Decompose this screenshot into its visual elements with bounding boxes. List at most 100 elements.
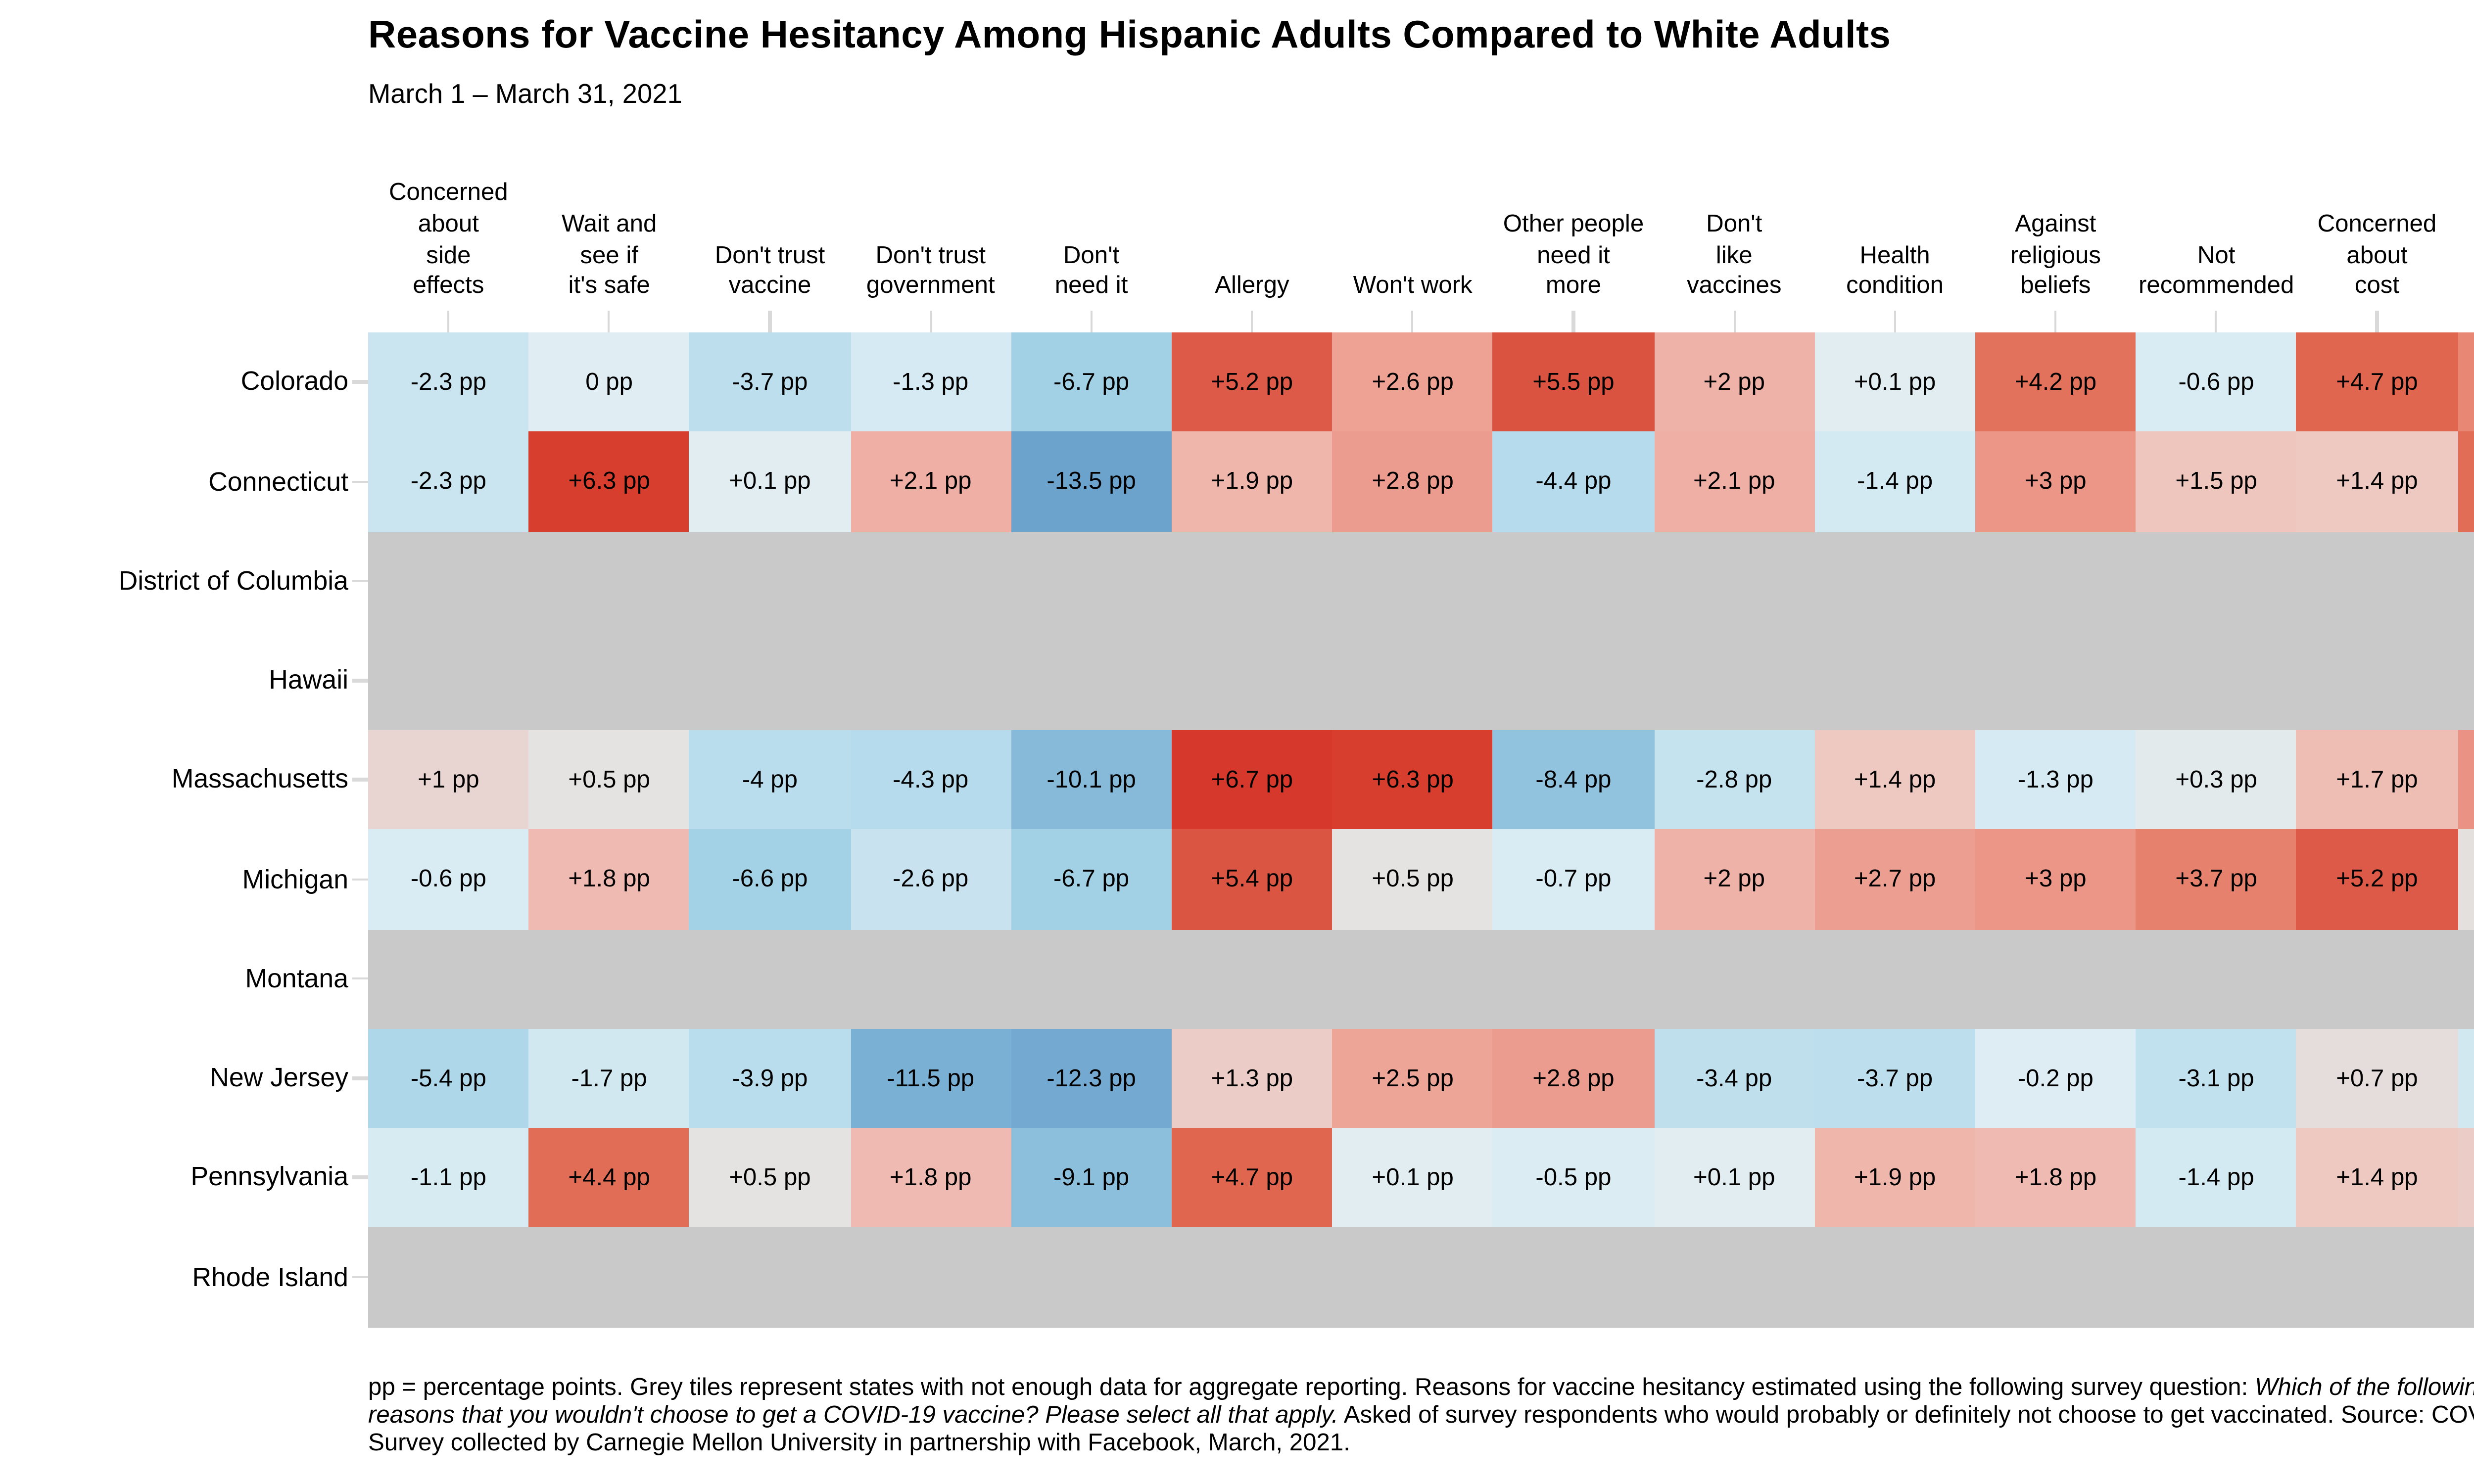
heatmap-cell: -11.5 pp — [850, 1028, 1011, 1128]
column-tick — [2054, 311, 2057, 332]
chart-title: Reasons for Vaccine Hesitancy Among Hisp… — [368, 14, 1891, 57]
cell-value: -13.5 pp — [1047, 467, 1136, 496]
cell-value: +4.4 pp — [568, 1163, 650, 1192]
heatmap-cell: -3.7 pp — [689, 332, 851, 432]
heatmap-cell: +2.6 pp — [1332, 332, 1493, 432]
column-header-11: Against religious beliefs — [2010, 209, 2101, 300]
heatmap-cell: -1.3 pp — [850, 332, 1011, 432]
row-tick-left — [352, 1275, 368, 1279]
column-tick — [768, 311, 771, 332]
row-tick-left — [352, 679, 368, 682]
heatmap-cell: +0.1 pp — [689, 432, 851, 531]
heatmap-cell: +5.2 pp — [1172, 332, 1332, 432]
heatmap-cell — [368, 1227, 529, 1327]
column-header-7: Won't work — [1353, 272, 1473, 300]
heatmap-cell: +4.4 pp — [528, 1128, 690, 1227]
row-tick-left — [352, 977, 368, 980]
row-tick-left — [352, 778, 368, 782]
state-label-pennsylvania: Pennsylvania — [190, 1162, 348, 1192]
cell-value: +4.7 pp — [1211, 1163, 1293, 1192]
heatmap-cell: +6.3 pp — [528, 432, 690, 531]
heatmap-cell: -3.4 pp — [1654, 1028, 1815, 1128]
heatmap-cell — [1332, 531, 1493, 631]
cell-value: +0.7 pp — [2336, 1064, 2418, 1092]
cell-value: +0.3 pp — [2175, 766, 2257, 794]
heatmap-cell — [368, 929, 529, 1028]
footnote-survey-question: Which of the following, if any, are reas… — [368, 1373, 2474, 1429]
heatmap-cell — [1975, 929, 2136, 1028]
heatmap-cell: +3 pp — [1975, 432, 2136, 531]
heatmap-cell: -2.8 pp — [1654, 730, 1815, 830]
heatmap-cell — [2136, 1227, 2297, 1327]
heatmap-cell: -1.1 pp — [368, 1128, 529, 1227]
cell-value: +2.5 pp — [1372, 1064, 1454, 1092]
heatmap-cell: +3.5 pp — [2457, 332, 2474, 432]
heatmap-cell: +2 pp — [1654, 332, 1815, 432]
cell-value: -12.3 pp — [1047, 1064, 1136, 1092]
heatmap-cell — [1172, 929, 1332, 1028]
cell-value: +2.7 pp — [1854, 865, 1936, 893]
heatmap-cell — [2296, 631, 2458, 730]
cell-value: +1.9 pp — [1211, 467, 1293, 496]
heatmap-cell — [2457, 631, 2474, 730]
heatmap-cell — [1011, 531, 1172, 631]
heatmap-cell — [2457, 929, 2474, 1028]
heatmap-cell — [689, 531, 851, 631]
heatmap-cell: -10.1 pp — [1011, 730, 1172, 830]
heatmap-cell: +6.7 pp — [1172, 730, 1332, 830]
cell-value: -9.1 pp — [1053, 1163, 1130, 1192]
heatmap-cell: -12.3 pp — [1011, 1028, 1172, 1128]
heatmap-cell: -4.4 pp — [1493, 432, 1654, 531]
cell-value: +0.1 pp — [729, 467, 811, 496]
cell-value: +2 pp — [1703, 368, 1765, 396]
heatmap-cell: +2.5 pp — [1332, 1028, 1493, 1128]
cell-value: -1.4 pp — [2178, 1163, 2254, 1192]
heatmap-cell — [1654, 1227, 1815, 1327]
heatmap-cell — [850, 531, 1011, 631]
heatmap-cell — [528, 531, 690, 631]
cell-value: +4.7 pp — [2336, 368, 2418, 396]
heatmap-cell: +5.4 pp — [1172, 830, 1332, 929]
heatmap-cell — [368, 531, 529, 631]
heatmap-cell — [1332, 631, 1493, 730]
heatmap-cell: -6.6 pp — [689, 830, 851, 929]
heatmap-cell — [1493, 929, 1654, 1028]
heatmap-cell: +1.3 pp — [1172, 1028, 1332, 1128]
heatmap-cell: +1.9 pp — [1814, 1128, 1975, 1227]
cell-value: 0 pp — [585, 368, 633, 396]
heatmap-cell: +1.8 pp — [1975, 1128, 2136, 1227]
column-tick — [1733, 311, 1736, 332]
state-label-hawaii: Hawaii — [269, 665, 348, 695]
heatmap-cell — [2136, 631, 2297, 730]
heatmap-cell — [1814, 1227, 1975, 1327]
heatmap-cell: +1.4 pp — [2296, 432, 2458, 531]
heatmap-cell: +1.4 pp — [1814, 730, 1975, 830]
heatmap-cell: -2.3 pp — [368, 332, 529, 432]
cell-value: -0.6 pp — [410, 865, 486, 893]
column-tick — [2215, 311, 2218, 332]
cell-value: +5.2 pp — [2336, 865, 2418, 893]
heatmap-cell: +1.9 pp — [1172, 432, 1332, 531]
cell-value: -2.8 pp — [1696, 766, 1772, 794]
heatmap-cell — [689, 1227, 851, 1327]
heatmap-cell: -0.2 pp — [1975, 1028, 2136, 1128]
cell-value: +6.7 pp — [1211, 766, 1293, 794]
row-tick-left — [352, 480, 368, 483]
row-tick-left — [352, 1176, 368, 1179]
state-label-rhode-island: Rhode Island — [192, 1261, 348, 1292]
cell-value: +1.4 pp — [1854, 766, 1936, 794]
heatmap-cell: -2.3 pp — [368, 432, 529, 531]
heatmap-cell — [1332, 929, 1493, 1028]
heatmap-cell: -9.1 pp — [1011, 1128, 1172, 1227]
heatmap-cell: -3.9 pp — [689, 1028, 851, 1128]
heatmap-cell: +1.3 pp — [2457, 1128, 2474, 1227]
heatmap-cell — [850, 1227, 1011, 1327]
heatmap-cell: +3.7 pp — [2136, 830, 2297, 929]
heatmap-cell — [1493, 531, 1654, 631]
heatmap-cell: -3.1 pp — [2136, 1028, 2297, 1128]
heatmap-cell: -0.5 pp — [1493, 1128, 1654, 1227]
cell-value: +3 pp — [2025, 865, 2087, 893]
column-header-5: Don't need it — [1054, 240, 1128, 300]
heatmap-cell: +6.3 pp — [1332, 730, 1493, 830]
